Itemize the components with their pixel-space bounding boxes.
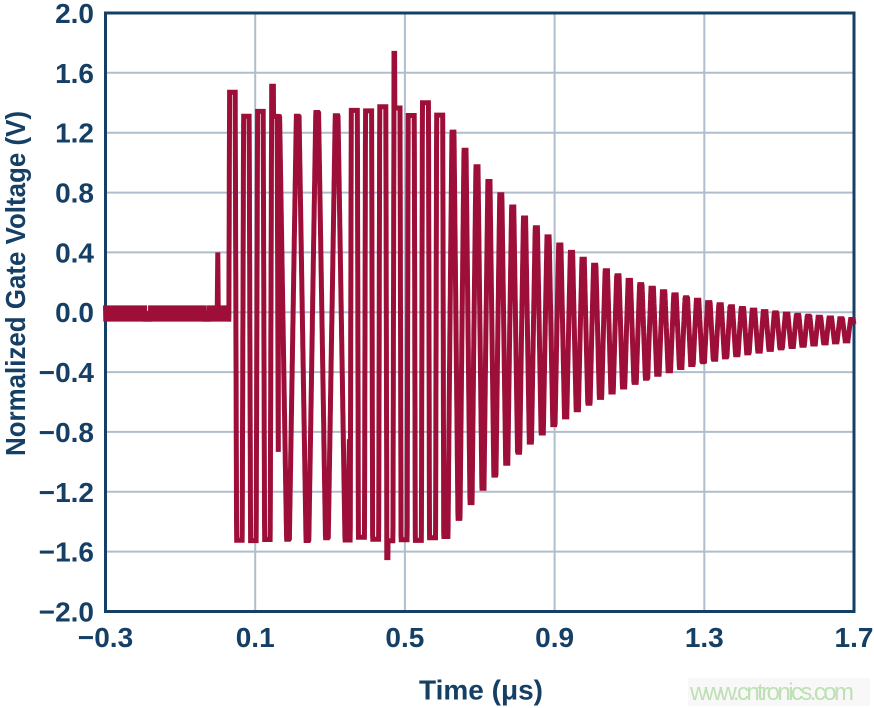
svg-text:0.4: 0.4	[55, 237, 94, 268]
svg-text:0.5: 0.5	[385, 622, 424, 653]
svg-text:Time (μs): Time (μs)	[419, 675, 543, 706]
svg-text:0.8: 0.8	[55, 178, 94, 209]
svg-text:0.9: 0.9	[535, 622, 574, 653]
svg-text:1.7: 1.7	[835, 622, 874, 653]
svg-text:−1.2: −1.2	[39, 477, 94, 508]
svg-text:−0.3: −0.3	[78, 622, 133, 653]
svg-text:−0.8: −0.8	[39, 417, 94, 448]
svg-text:−0.4: −0.4	[39, 357, 95, 388]
svg-text:2.0: 2.0	[55, 0, 94, 29]
svg-text:−1.6: −1.6	[39, 537, 94, 568]
svg-text:Normalized Gate Voltage (V): Normalized Gate Voltage (V)	[0, 111, 31, 456]
svg-text:−2.0: −2.0	[39, 597, 94, 628]
svg-text:0.1: 0.1	[236, 622, 275, 653]
svg-text:0.0: 0.0	[55, 297, 94, 328]
svg-text:1.3: 1.3	[685, 622, 724, 653]
svg-text:www.cntronics.com: www.cntronics.com	[689, 679, 854, 706]
svg-text:1.6: 1.6	[55, 58, 94, 89]
svg-text:1.2: 1.2	[55, 118, 94, 149]
